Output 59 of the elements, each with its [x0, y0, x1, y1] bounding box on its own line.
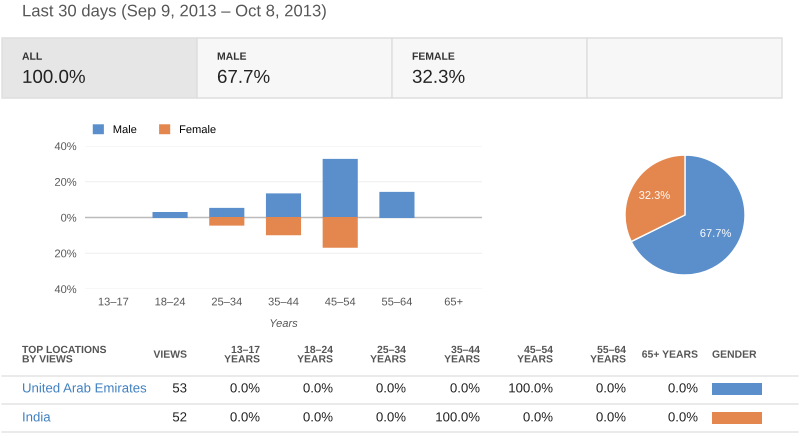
text: 53: [172, 383, 186, 393]
x-axis-title: Years: [270, 319, 298, 327]
bar: [266, 216, 302, 236]
x-tick-label: 35–44: [268, 298, 299, 306]
category-label: 55–64 YEARS: [590, 346, 626, 362]
text: 0.0%: [596, 383, 626, 393]
category-label: United Arab Emirates: [23, 382, 146, 393]
text: 0.0%: [523, 412, 553, 422]
category-label: 13–17 YEARS: [224, 346, 260, 362]
text: Last 30 days (Sep 9, 2013 – Oct 8, 2013): [23, 4, 326, 20]
data-label: 32.3%: [639, 191, 670, 199]
x-tick-label: 25–34: [212, 298, 242, 306]
category-label: VIEWS: [154, 350, 187, 358]
x-tick-label: 18–24: [155, 298, 186, 306]
category-label: FEMALE: [412, 52, 454, 60]
text: 0.0%: [450, 383, 480, 393]
bar: [209, 216, 244, 226]
bar: [322, 216, 358, 248]
category-label: MALE: [218, 52, 246, 60]
category-label: 65+ YEARS: [642, 350, 698, 358]
category-label: TOP LOCATIONS BY VIEWS: [22, 346, 106, 362]
text: 52: [172, 412, 186, 422]
x-tick-label: 45–54: [325, 298, 356, 306]
x-tick-label: 65+: [444, 298, 463, 306]
data-label: 100.0%: [23, 70, 85, 84]
y-tick-label: 20%: [54, 250, 76, 258]
y-tick-label: 20%: [54, 178, 76, 186]
bar: [266, 193, 302, 218]
category-label: 35–44 YEARS: [444, 346, 480, 362]
text: 0.0%: [376, 383, 406, 393]
data-label: 32.3%: [412, 70, 464, 84]
bar: [379, 192, 414, 218]
category-label: India: [23, 412, 51, 422]
category-label: ALL: [22, 52, 42, 60]
y-tick-label: 40%: [54, 285, 76, 294]
text: 100.0%: [509, 383, 553, 393]
x-tick-label: 13–17: [98, 298, 128, 306]
text: 0.0%: [668, 412, 698, 422]
text: 0.0%: [668, 383, 698, 393]
text: 0.0%: [303, 412, 333, 422]
data-label: 67.7%: [218, 70, 270, 84]
legend-label: Female: [180, 125, 216, 134]
category-label: GENDER: [712, 350, 756, 358]
category-label: 25–34 YEARS: [370, 346, 406, 362]
data-label: 67.7%: [700, 229, 731, 237]
bar: [322, 158, 358, 218]
legend-label: Male: [114, 125, 136, 134]
y-tick-label: 0%: [61, 214, 76, 222]
text: 100.0%: [436, 412, 480, 422]
category-label: 45–54 YEARS: [517, 346, 553, 362]
text: 0.0%: [230, 383, 260, 393]
x-tick-label: 55–64: [382, 298, 412, 306]
text: 0.0%: [303, 383, 333, 393]
text: 0.0%: [596, 412, 626, 422]
text: 0.0%: [230, 412, 260, 422]
y-tick-label: 40%: [54, 142, 76, 150]
category-label: 18–24 YEARS: [297, 346, 333, 362]
bar: [152, 212, 188, 218]
text: 0.0%: [376, 412, 406, 422]
